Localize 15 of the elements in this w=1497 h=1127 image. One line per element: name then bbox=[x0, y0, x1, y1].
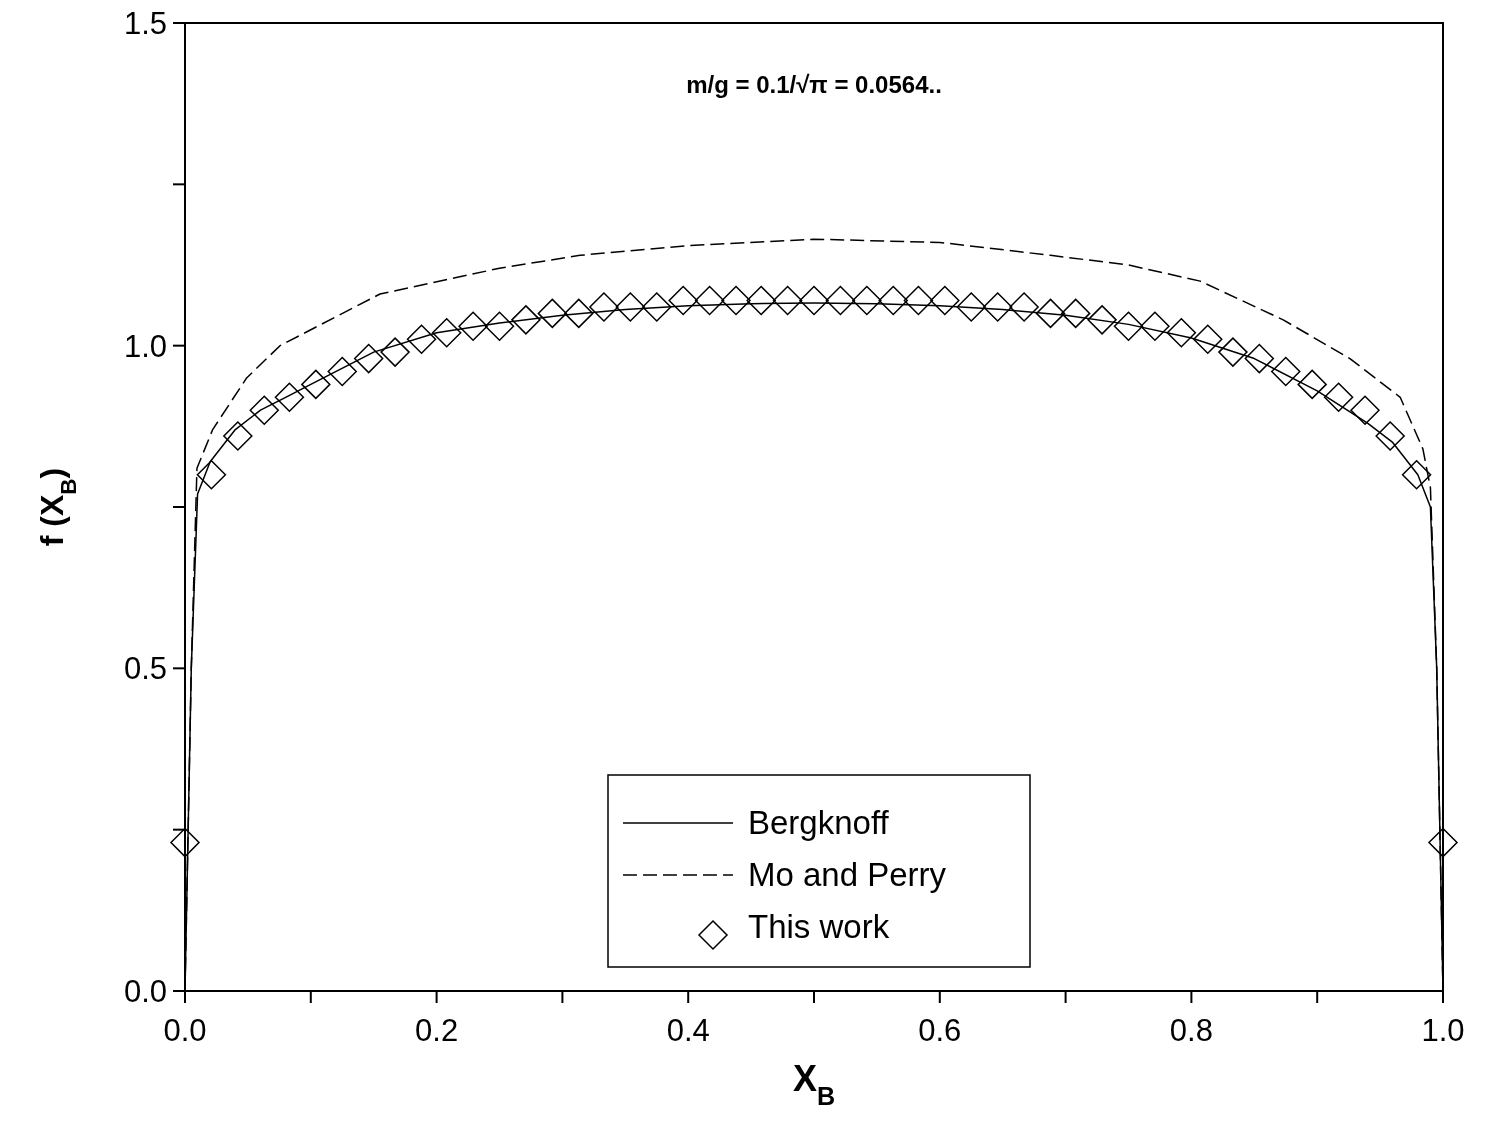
x-axis-title: X$_{B}$ bbox=[792, 1058, 836, 1110]
x-tick-label: 0.4 bbox=[666, 1013, 710, 1048]
annotation: m/g = 0.1/√π = 0.0564.. bbox=[686, 71, 942, 98]
x-tick-label: 0.0 bbox=[163, 1013, 207, 1048]
x-tick-label: 1.0 bbox=[1421, 1013, 1465, 1048]
legend-label: Bergknoff bbox=[748, 804, 890, 841]
x-tick-label: 0.8 bbox=[1169, 1013, 1213, 1048]
legend-label: Mo and Perry bbox=[748, 856, 947, 893]
y-tick-label: 1.5 bbox=[123, 6, 167, 41]
legend-label: This work bbox=[748, 908, 890, 945]
y-tick-label: 0.0 bbox=[123, 974, 167, 1009]
y-tick-label: 0.5 bbox=[123, 651, 167, 687]
x-tick-label: 0.6 bbox=[918, 1013, 962, 1048]
x-tick-label: 0.2 bbox=[415, 1013, 459, 1048]
y-tick-label: 1.0 bbox=[123, 328, 167, 364]
